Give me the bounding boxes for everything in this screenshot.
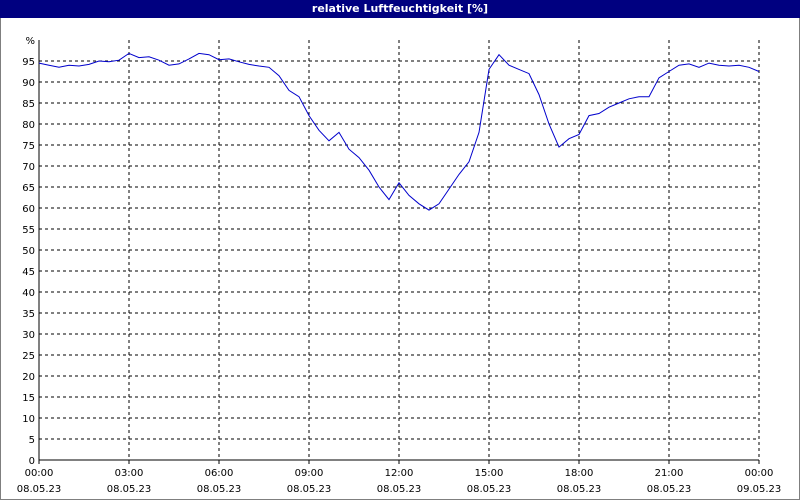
chart-title: relative Luftfeuchtigkeit [%] [0, 0, 800, 18]
y-tick-label: 90 [22, 78, 35, 89]
x-tick-date: 08.05.23 [17, 484, 62, 495]
y-tick-label: 25 [22, 351, 35, 362]
x-tick-time: 06:00 [205, 468, 234, 479]
y-tick-label: 50 [22, 246, 35, 257]
y-tick-label: 40 [22, 288, 35, 299]
y-tick-label: 20 [22, 372, 35, 383]
y-tick-label: 85 [22, 99, 35, 110]
x-tick-time: 12:00 [385, 468, 414, 479]
y-tick-label: 65 [22, 183, 35, 194]
y-tick-label: 0 [29, 456, 35, 467]
series-layer [38, 52, 760, 211]
x-tick-date: 08.05.23 [107, 484, 152, 495]
label-layer: 0 5 10 15 20 25 30 35 40 45 50 55 60 65 70 75 80 85 90 95% 0… [17, 36, 782, 495]
x-tick-date: 08.05.23 [557, 484, 602, 495]
y-tick-label: 10 [22, 414, 35, 425]
y-tick-label: 15 [22, 393, 35, 404]
x-tick-time: 21:00 [655, 468, 684, 479]
axis-layer [38, 40, 760, 464]
x-tick-date: 08.05.23 [467, 484, 512, 495]
x-tick-date: 08.05.23 [287, 484, 332, 495]
x-tick-time: 15:00 [475, 468, 504, 479]
y-unit-label: % [25, 36, 35, 47]
y-tick-label: 30 [22, 330, 35, 341]
y-tick-label: 80 [22, 120, 35, 131]
x-tick-time: 00:00 [745, 468, 774, 479]
x-tick-date: 08.05.23 [197, 484, 242, 495]
x-tick-time: 00:00 [25, 468, 54, 479]
grid-layer [39, 40, 759, 460]
y-tick-label: 45 [22, 267, 35, 278]
x-tick-date: 08.05.23 [647, 484, 692, 495]
humidity-series-line [38, 52, 760, 211]
y-tick-label: 60 [22, 204, 35, 215]
y-tick-label: 5 [29, 435, 35, 446]
y-tick-label: 75 [22, 141, 35, 152]
y-tick-label: 95 [22, 57, 35, 68]
x-tick-time: 09:00 [295, 468, 324, 479]
y-tick-label: 70 [22, 162, 35, 173]
x-tick-date: 09.05.23 [737, 484, 782, 495]
x-tick-time: 18:00 [565, 468, 594, 479]
y-tick-label: 35 [22, 309, 35, 320]
y-tick-label: 55 [22, 225, 35, 236]
x-tick-date: 08.05.23 [377, 484, 422, 495]
x-tick-time: 03:00 [115, 468, 144, 479]
